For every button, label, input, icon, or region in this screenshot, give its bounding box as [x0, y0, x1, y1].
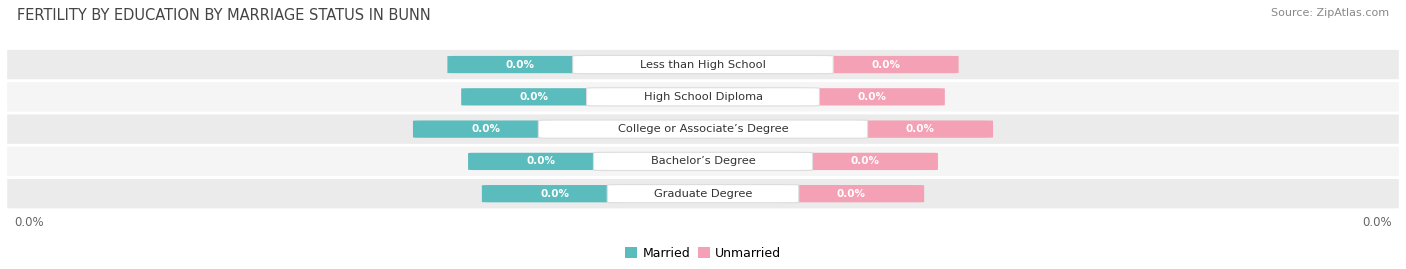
FancyBboxPatch shape	[447, 56, 593, 73]
FancyBboxPatch shape	[461, 88, 607, 105]
Text: 0.0%: 0.0%	[506, 59, 534, 70]
FancyBboxPatch shape	[468, 153, 614, 170]
FancyBboxPatch shape	[7, 50, 1399, 79]
Text: 0.0%: 0.0%	[527, 156, 555, 167]
FancyBboxPatch shape	[482, 185, 628, 202]
Text: 0.0%: 0.0%	[14, 216, 44, 229]
Text: 0.0%: 0.0%	[872, 59, 900, 70]
Text: 0.0%: 0.0%	[540, 189, 569, 199]
Text: 0.0%: 0.0%	[471, 124, 501, 134]
FancyBboxPatch shape	[792, 153, 938, 170]
FancyBboxPatch shape	[813, 56, 959, 73]
Text: 0.0%: 0.0%	[851, 156, 879, 167]
FancyBboxPatch shape	[586, 88, 820, 106]
FancyBboxPatch shape	[799, 88, 945, 105]
FancyBboxPatch shape	[607, 185, 799, 203]
Text: 0.0%: 0.0%	[520, 92, 548, 102]
FancyBboxPatch shape	[572, 55, 834, 74]
Text: College or Associate’s Degree: College or Associate’s Degree	[617, 124, 789, 134]
Text: Bachelor’s Degree: Bachelor’s Degree	[651, 156, 755, 167]
FancyBboxPatch shape	[846, 121, 993, 138]
FancyBboxPatch shape	[778, 185, 924, 202]
Text: High School Diploma: High School Diploma	[644, 92, 762, 102]
Text: FERTILITY BY EDUCATION BY MARRIAGE STATUS IN BUNN: FERTILITY BY EDUCATION BY MARRIAGE STATU…	[17, 8, 430, 23]
FancyBboxPatch shape	[7, 82, 1399, 112]
Text: Source: ZipAtlas.com: Source: ZipAtlas.com	[1271, 8, 1389, 18]
Text: 0.0%: 0.0%	[858, 92, 886, 102]
FancyBboxPatch shape	[7, 147, 1399, 176]
Text: 0.0%: 0.0%	[837, 189, 866, 199]
Text: 0.0%: 0.0%	[905, 124, 935, 134]
FancyBboxPatch shape	[593, 152, 813, 171]
Legend: Married, Unmarried: Married, Unmarried	[620, 242, 786, 265]
Text: Graduate Degree: Graduate Degree	[654, 189, 752, 199]
FancyBboxPatch shape	[7, 114, 1399, 144]
FancyBboxPatch shape	[413, 121, 560, 138]
Text: Less than High School: Less than High School	[640, 59, 766, 70]
FancyBboxPatch shape	[538, 120, 868, 138]
Text: 0.0%: 0.0%	[1362, 216, 1392, 229]
FancyBboxPatch shape	[7, 179, 1399, 208]
